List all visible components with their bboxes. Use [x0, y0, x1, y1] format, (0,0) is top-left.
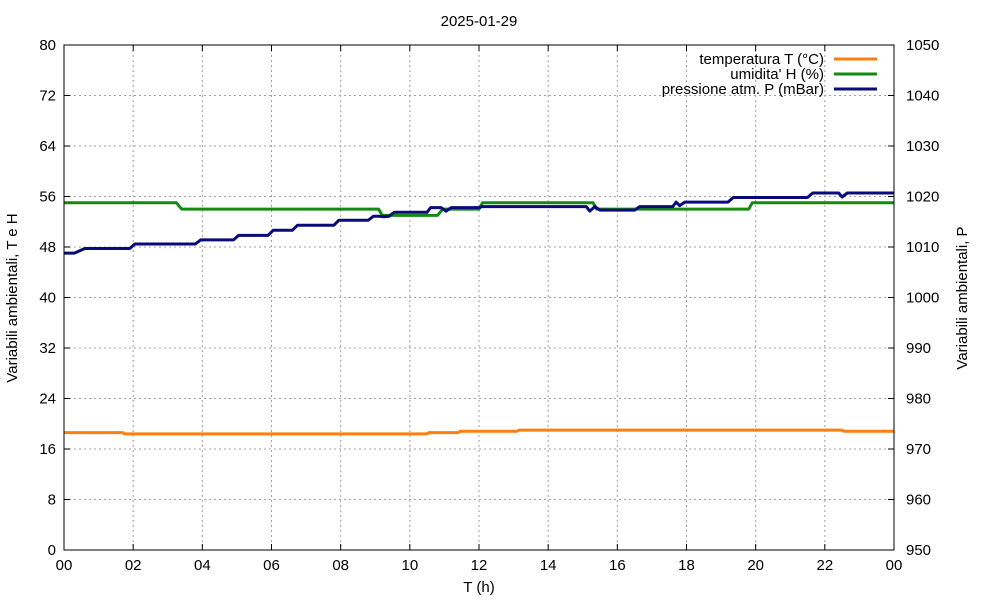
x-tick-label: 18 [678, 557, 695, 574]
grid-layer [64, 45, 894, 550]
x-tick-label: 22 [816, 557, 833, 574]
x-tick-label: 14 [540, 557, 557, 574]
y-tick-label: 80 [39, 37, 56, 54]
chart-title: 2025-01-29 [441, 13, 518, 30]
y-tick-label: 8 [48, 492, 56, 509]
x-tick-label: 20 [747, 557, 764, 574]
y2-tick-label: 1000 [906, 290, 939, 307]
y2-tick-label: 950 [906, 542, 931, 559]
y2-tick-label: 1010 [906, 239, 939, 256]
y2-tick-label: 1020 [906, 189, 939, 206]
x-tick-label: 00 [56, 557, 73, 574]
series-layer [64, 191, 894, 436]
series-line-1 [64, 428, 894, 436]
y2-tick-label: 1030 [906, 138, 939, 155]
y2-tick-label: 980 [906, 391, 931, 408]
y-tick-label: 32 [39, 340, 56, 357]
x-tick-label: 12 [471, 557, 488, 574]
y-tick-label: 72 [39, 88, 56, 105]
y-tick-label: 64 [39, 138, 56, 155]
x-tick-label: 00 [886, 557, 903, 574]
x-tick-label: 04 [194, 557, 211, 574]
y2-tick-label: 970 [906, 441, 931, 458]
legend-label-3: pressione atm. P (mBar) [662, 81, 824, 98]
y2-axis-label: Variabili ambientali, P [954, 226, 971, 369]
x-tick-label: 02 [125, 557, 142, 574]
y-tick-label: 48 [39, 239, 56, 256]
legend-label-1: temperatura T (°C) [699, 51, 824, 68]
x-tick-label: 06 [263, 557, 280, 574]
legend-label-2: umidita' H (%) [730, 66, 824, 83]
y2-tick-label: 960 [906, 492, 931, 509]
y-tick-label: 16 [39, 441, 56, 458]
x-tick-label: 10 [401, 557, 418, 574]
y-tick-label: 40 [39, 290, 56, 307]
series-line-3 [64, 191, 894, 255]
x-tick-label: 08 [332, 557, 349, 574]
y-tick-label: 0 [48, 542, 56, 559]
tick-layer: 00 02 04 06 08 10 12 14 16 18 20 22 0008162432404856… [39, 37, 939, 574]
y2-tick-label: 990 [906, 340, 931, 357]
y2-tick-label: 1050 [906, 37, 939, 54]
y-axis-label: Variabili ambientali, T e H [4, 213, 21, 382]
x-axis-label: T (h) [463, 579, 494, 596]
y2-tick-label: 1040 [906, 88, 939, 105]
x-tick-label: 16 [609, 557, 626, 574]
legend: temperatura T (°C)umidita' H (%)pression… [662, 51, 877, 98]
y-tick-label: 24 [39, 391, 56, 408]
y-tick-label: 56 [39, 189, 56, 206]
